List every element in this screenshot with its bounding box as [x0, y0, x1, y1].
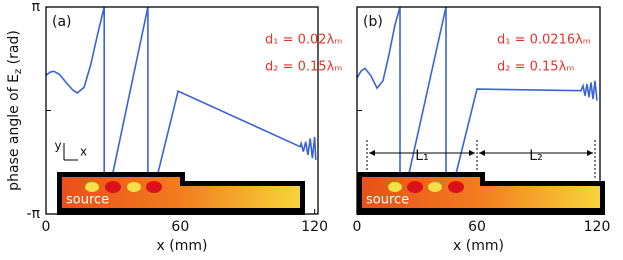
panel: 0 60 120 -π π x (mm) (a) d₁ = 0.02λₘ d₂ = 0.15λₘ…: [6, 0, 342, 254]
annotation: d₁ = 0.0216λₘ: [497, 33, 591, 48]
inset-axis-label: x: [80, 145, 87, 159]
x-tick-label: 0: [353, 219, 362, 235]
inset-a: source y x: [54, 139, 305, 215]
x-tick-label: 0: [42, 219, 51, 235]
x-tick-label: 60: [468, 219, 486, 235]
y-tick-label: -π: [27, 206, 41, 222]
annotation: d₂ = 0.15λₘ: [497, 60, 574, 75]
y-axis-label-part: (rad): [6, 30, 22, 69]
y-axis-label-part: phase angle of E: [6, 74, 22, 191]
plot-area: [357, 7, 598, 214]
phase-line: [46, 7, 317, 214]
inset-label: source: [366, 193, 409, 208]
plot-area: [46, 7, 317, 214]
annotation: d₁ = 0.02λₘ: [265, 33, 342, 48]
x-axis-label: x (mm): [157, 238, 208, 254]
inset-label: source: [66, 193, 109, 208]
y-tick-label: π: [32, 0, 41, 15]
inset-b: source L₁ L₂: [357, 140, 605, 215]
x-tick-label: 60: [171, 219, 189, 235]
panel-label: (a): [52, 14, 72, 30]
y-axis-label: phase angle of Ez (rad): [6, 30, 24, 191]
x-axis-label: x (mm): [453, 238, 504, 254]
phase-line: [357, 7, 598, 214]
span-label: L₁: [415, 148, 428, 164]
panel-label: (b): [363, 14, 383, 30]
panel: 0 60 120 x (mm) (b) d₁ = 0.0216λₘ d₂ = 0.15λₘ: [353, 6, 611, 254]
annotation: d₂ = 0.15λₘ: [265, 60, 342, 75]
y-axis-label-part: z: [13, 69, 24, 74]
x-tick-label: 120: [584, 219, 611, 235]
span-label: L₂: [529, 148, 542, 164]
x-tick-label: 120: [301, 219, 328, 235]
inset-axis-label: y: [54, 139, 61, 153]
